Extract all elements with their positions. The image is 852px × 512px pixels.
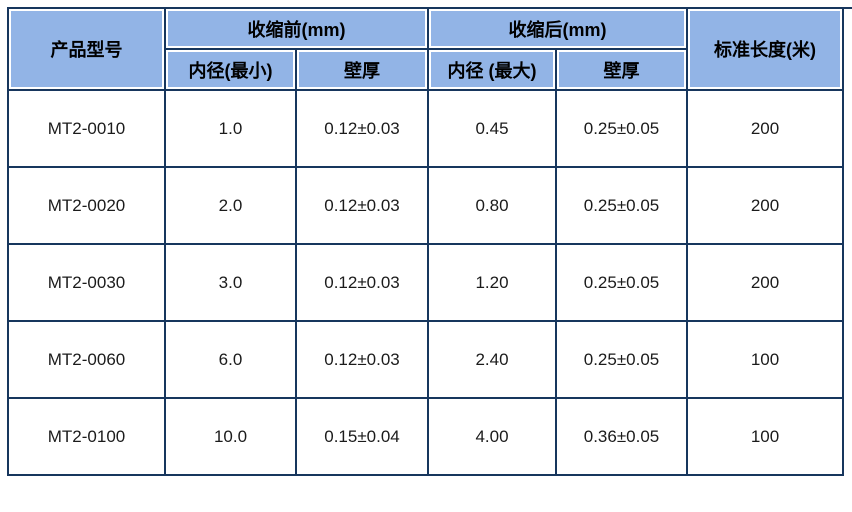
- header-product-model: 产品型号: [9, 9, 164, 89]
- cell-standard-length: 100: [688, 399, 842, 474]
- header-row-subcolumns: 内径(最小) 壁厚 内径 (最大) 壁厚: [9, 50, 842, 89]
- cell-after-inner-diameter: 1.20: [429, 245, 555, 320]
- cell-before-inner-diameter: 6.0: [166, 322, 295, 397]
- header-before-shrink-group: 收缩前(mm): [166, 9, 427, 48]
- cell-before-wall-thickness: 0.12±0.03: [297, 322, 427, 397]
- cell-before-inner-diameter: 2.0: [166, 168, 295, 243]
- cell-product-model: MT2-0060: [9, 322, 164, 397]
- header-before-inner-diameter: 内径(最小): [166, 50, 295, 89]
- cell-product-model: MT2-0020: [9, 168, 164, 243]
- table-row: MT2-0010 1.0 0.12±0.03 0.45 0.25±0.05 200: [9, 91, 842, 166]
- header-row-groups: 产品型号 收缩前(mm) 收缩后(mm) 标准长度(米): [9, 9, 842, 89]
- table-header: 产品型号 收缩前(mm) 收缩后(mm) 标准长度(米) 内径(最小) 壁厚 内…: [9, 9, 842, 89]
- table-body: MT2-0010 1.0 0.12±0.03 0.45 0.25±0.05 200 MT2-…: [9, 91, 842, 474]
- cell-product-model: MT2-0100: [9, 399, 164, 474]
- cell-after-inner-diameter: 4.00: [429, 399, 555, 474]
- cell-after-wall-thickness: 0.25±0.05: [557, 322, 686, 397]
- cell-before-wall-thickness: 0.15±0.04: [297, 399, 427, 474]
- cell-standard-length: 200: [688, 168, 842, 243]
- cell-before-wall-thickness: 0.12±0.03: [297, 91, 427, 166]
- cell-after-wall-thickness: 0.25±0.05: [557, 245, 686, 320]
- cell-after-wall-thickness: 0.25±0.05: [557, 91, 686, 166]
- cell-before-inner-diameter: 10.0: [166, 399, 295, 474]
- header-before-wall-thickness: 壁厚: [297, 50, 427, 89]
- cell-standard-length: 200: [688, 91, 842, 166]
- cell-product-model: MT2-0010: [9, 91, 164, 166]
- table-row: MT2-0020 2.0 0.12±0.03 0.80 0.25±0.05 200: [9, 168, 842, 243]
- cell-after-inner-diameter: 0.45: [429, 91, 555, 166]
- cell-standard-length: 100: [688, 322, 842, 397]
- cell-product-model: MT2-0030: [9, 245, 164, 320]
- cell-after-wall-thickness: 0.25±0.05: [557, 168, 686, 243]
- table-row: MT2-0030 3.0 0.12±0.03 1.20 0.25±0.05 200: [9, 245, 842, 320]
- header-after-shrink-group: 收缩后(mm): [429, 9, 686, 48]
- cell-before-inner-diameter: 1.0: [166, 91, 295, 166]
- header-standard-length: 标准长度(米): [688, 9, 842, 89]
- cell-after-inner-diameter: 2.40: [429, 322, 555, 397]
- cell-after-wall-thickness: 0.36±0.05: [557, 399, 686, 474]
- table-row: MT2-0100 10.0 0.15±0.04 4.00 0.36±0.05 100: [9, 399, 842, 474]
- table-row: MT2-0060 6.0 0.12±0.03 2.40 0.25±0.05 100: [9, 322, 842, 397]
- cell-standard-length: 200: [688, 245, 842, 320]
- header-after-wall-thickness: 壁厚: [557, 50, 686, 89]
- cell-before-wall-thickness: 0.12±0.03: [297, 168, 427, 243]
- header-after-inner-diameter: 内径 (最大): [429, 50, 555, 89]
- cell-after-inner-diameter: 0.80: [429, 168, 555, 243]
- cell-before-wall-thickness: 0.12±0.03: [297, 245, 427, 320]
- product-spec-table: 产品型号 收缩前(mm) 收缩后(mm) 标准长度(米) 内径(最小) 壁厚 内…: [7, 7, 844, 476]
- cell-before-inner-diameter: 3.0: [166, 245, 295, 320]
